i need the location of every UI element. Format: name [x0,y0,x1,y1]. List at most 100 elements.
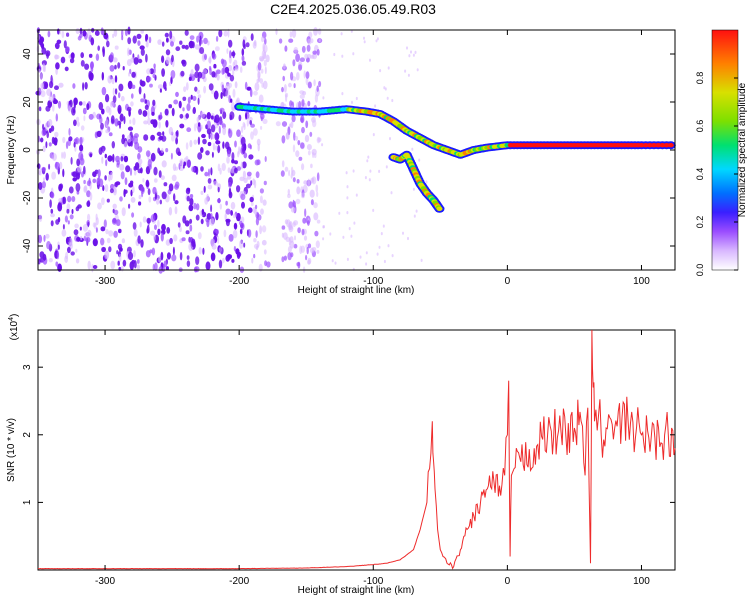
noise-blob [245,183,251,189]
main-track-mark [646,143,653,148]
noise-blob [60,56,66,64]
noise-blob [173,99,179,105]
noise-blob [287,252,292,261]
noise-blob [224,66,230,74]
spectrogram-x-tick-label: 0 [505,276,511,287]
noise-blob [56,39,62,44]
noise-blob [79,144,84,152]
noise-blob [64,215,68,223]
noise-blob [102,185,105,192]
noise-blob [133,135,138,145]
noise-blob [248,116,253,122]
noise-blob [62,224,65,230]
noise-blob [246,86,252,91]
noise-blob [315,184,319,193]
noise-blob [201,208,205,215]
noise-blob [307,220,310,226]
colorbar-gradient [711,29,739,271]
noise-blob [200,190,204,195]
noise-blob [299,90,305,95]
noise-blob [165,148,169,153]
noise-blob [162,131,165,136]
noise-blob [222,66,226,75]
noise-blob [113,209,119,215]
noise-blob [87,221,90,228]
noise-blob [118,83,124,92]
noise-blob [385,165,388,169]
noise-blob [124,177,128,186]
noise-blob [290,173,293,179]
noise-blob [346,185,349,189]
noise-blob [117,62,121,69]
noise-blob [301,126,305,134]
noise-blob [210,238,216,246]
noise-blob [311,177,315,183]
noise-blob [203,85,207,94]
main-track-mark [651,143,657,148]
noise-blob [95,213,98,221]
noise-blob [54,42,60,50]
noise-blob [90,37,95,46]
noise-blob [185,142,189,150]
noise-blob [115,181,121,186]
noise-blob [161,41,165,47]
noise-blob [145,180,150,188]
noise-blob [156,131,162,137]
noise-blob [119,196,123,202]
noise-blob [306,44,311,52]
noise-blob [112,57,118,63]
noise-blob [230,201,236,210]
noise-blob [200,124,203,130]
noise-blob [61,151,64,159]
noise-blob [61,229,67,237]
noise-blob [186,127,192,133]
noise-blob [136,259,140,264]
noise-blob [189,194,194,199]
noise-blob [122,66,125,71]
noise-blob [160,175,165,181]
noise-blob [175,137,179,145]
spectrogram-y-tick-label: -40 [22,238,33,253]
spectrogram-x-tick-label: 100 [633,276,650,287]
noise-blob [285,94,288,102]
noise-blob [287,193,291,199]
noise-blob [104,153,108,159]
noise-blob [73,97,78,106]
noise-blob [106,40,110,48]
noise-blob [291,114,296,123]
noise-blob [257,143,260,152]
noise-blob [90,61,94,69]
noise-blob [204,53,207,61]
noise-blob [379,69,382,73]
noise-blob [113,230,118,238]
noise-blob [286,219,291,228]
noise-blob [348,227,351,231]
noise-blob [340,32,343,36]
noise-blob [318,38,321,43]
noise-blob [425,180,428,184]
noise-blob [296,262,301,267]
colorbar-tick-label: 0.4 [695,168,705,181]
noise-blob [264,38,267,45]
noise-blob [224,141,230,150]
noise-blob [45,105,51,112]
noise-blob [215,229,219,235]
noise-blob [215,212,219,221]
noise-blob [346,211,349,215]
noise-blob [116,160,121,166]
noise-blob [205,150,210,156]
noise-blob [289,31,293,38]
noise-blob [322,225,325,229]
main-track-mark [638,143,645,148]
noise-blob [281,135,286,144]
noise-blob [37,234,43,244]
noise-blob [86,103,90,111]
noise-blob [99,116,103,124]
noise-blob [207,178,212,184]
noise-blob [219,203,222,210]
noise-blob [170,41,174,47]
noise-blob [186,260,191,267]
noise-blob [62,168,65,178]
noise-blob [412,53,415,57]
snr-x-label: Height of straight line (km) [298,585,415,596]
